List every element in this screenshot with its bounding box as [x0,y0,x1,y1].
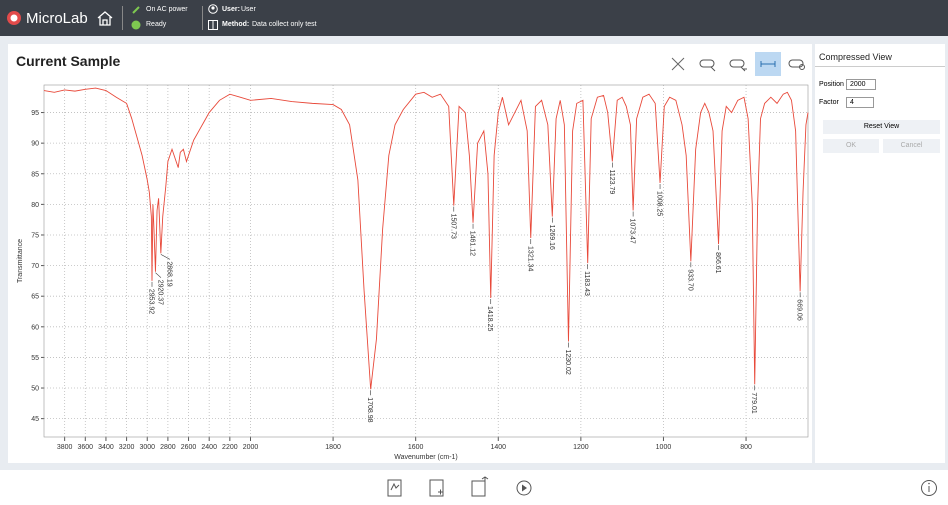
sample-panel: Current Sample 45 50 55 60 65 70 75 80 85 90 95 380… [8,44,812,463]
peak-label: 933.70 [686,269,693,291]
position-label: Position [819,81,844,88]
y-tick-label: 50 [31,386,39,393]
top-bar: MicroLab On AC power Ready User: User Me… [0,0,948,36]
bottom-bar [0,470,948,505]
spectrum-line [43,87,809,390]
user-name: User [241,6,256,13]
spectrum-chart: 45 50 55 60 65 70 75 80 85 90 95 3800 3600 3400 3200 30… [17,84,809,461]
panel-title: Current Sample [16,53,121,69]
ready-icon [131,20,141,30]
peak-label: 1708.98 [366,397,373,422]
y-tick-label: 75 [31,232,39,239]
bottom-toolbar [387,476,937,497]
y-tick-label: 65 [31,294,39,301]
zoom-in-button[interactable] [729,59,747,72]
x-tick-label: 1600 [408,444,424,451]
x-tick-label: 3000 [139,444,155,451]
compress-button[interactable] [755,52,781,76]
peak-label: 1269.16 [548,225,555,250]
y-tick-label: 55 [31,355,39,362]
peak-label: 1183.43 [583,271,590,296]
x-tick-label: 2000 [243,444,259,451]
peak-label: 866.61 [714,252,721,274]
y-tick-label: 85 [31,171,39,178]
method-label: Method: [222,21,250,28]
y-tick-label: 90 [31,141,39,148]
zoom-out-button[interactable] [699,59,716,72]
x-tick-label: 3200 [119,444,135,451]
export-button[interactable] [471,476,489,497]
peak-label: 1073.47 [629,218,636,243]
view-spectrum-button[interactable] [387,479,402,497]
home-button[interactable] [96,10,114,27]
y-axis-label: Transmittance [17,239,24,283]
chart-toolbar [671,52,805,76]
cancel-button[interactable]: Cancel [883,139,940,153]
y-tick-label: 45 [31,416,39,423]
logo [7,11,21,25]
x-tick-label: 1800 [325,444,341,451]
add-sample-button[interactable] [429,479,444,497]
x-tick-label: 3600 [78,444,94,451]
factor-label: Factor [819,99,839,106]
peak-connector [155,272,162,278]
method-name: Data collect only test [252,21,317,28]
peak-label: 2953.92 [148,289,155,314]
position-input[interactable]: 2000 [846,79,876,90]
peak-connector [160,254,171,260]
x-tick-label: 3400 [98,444,114,451]
y-tick-label: 80 [31,202,39,209]
factor-input[interactable]: 4 [846,97,874,108]
x-tick-label: 1200 [573,444,589,451]
app-name: MicroLab [26,10,88,27]
peak-label: 1418.25 [486,306,493,331]
x-axis-label: Wavenumber (cm-1) [394,454,458,461]
power-status: On AC power [146,6,188,13]
user-icon [208,4,218,14]
power-icon [132,6,140,14]
y-tick-label: 60 [31,324,39,331]
peak-label: 1123.79 [608,170,615,195]
x-tick-label: 800 [740,444,752,451]
peak-label: 1321.34 [526,246,533,271]
method-icon [208,20,218,30]
x-tick-label: 1400 [490,444,506,451]
settings-button[interactable] [788,59,805,70]
info-button[interactable] [921,480,937,496]
user-label: User: [222,6,240,13]
x-tick-label: 3800 [57,444,73,451]
x-tick-label: 2400 [201,444,217,451]
peak-label: 1230.02 [564,350,571,375]
y-tick-label: 70 [31,263,39,270]
close-button[interactable] [671,57,685,71]
plot-frame [43,84,809,438]
peak-label: 779.01 [750,392,757,414]
peak-label: 1008.25 [656,191,663,216]
compressed-view-panel: Compressed View Position 2000 Factor 4 R… [815,44,945,463]
x-tick-label: 1000 [656,444,672,451]
x-tick-label: 2600 [181,444,197,451]
peak-label: 669.06 [796,299,803,321]
side-title: Compressed View [819,52,892,62]
ready-status: Ready [146,21,167,28]
peak-label: 2920.37 [157,280,164,305]
peak-label: 1507.73 [449,214,456,239]
x-tick-label: 2200 [222,444,238,451]
peak-label: 2868.19 [166,261,173,286]
y-tick-label: 95 [31,110,39,117]
reset-view-button[interactable]: Reset View [823,120,940,134]
run-button[interactable] [516,480,532,496]
x-tick-label: 2800 [160,444,176,451]
ok-button[interactable]: OK [823,139,879,153]
peak-label: 1461.12 [469,231,476,256]
